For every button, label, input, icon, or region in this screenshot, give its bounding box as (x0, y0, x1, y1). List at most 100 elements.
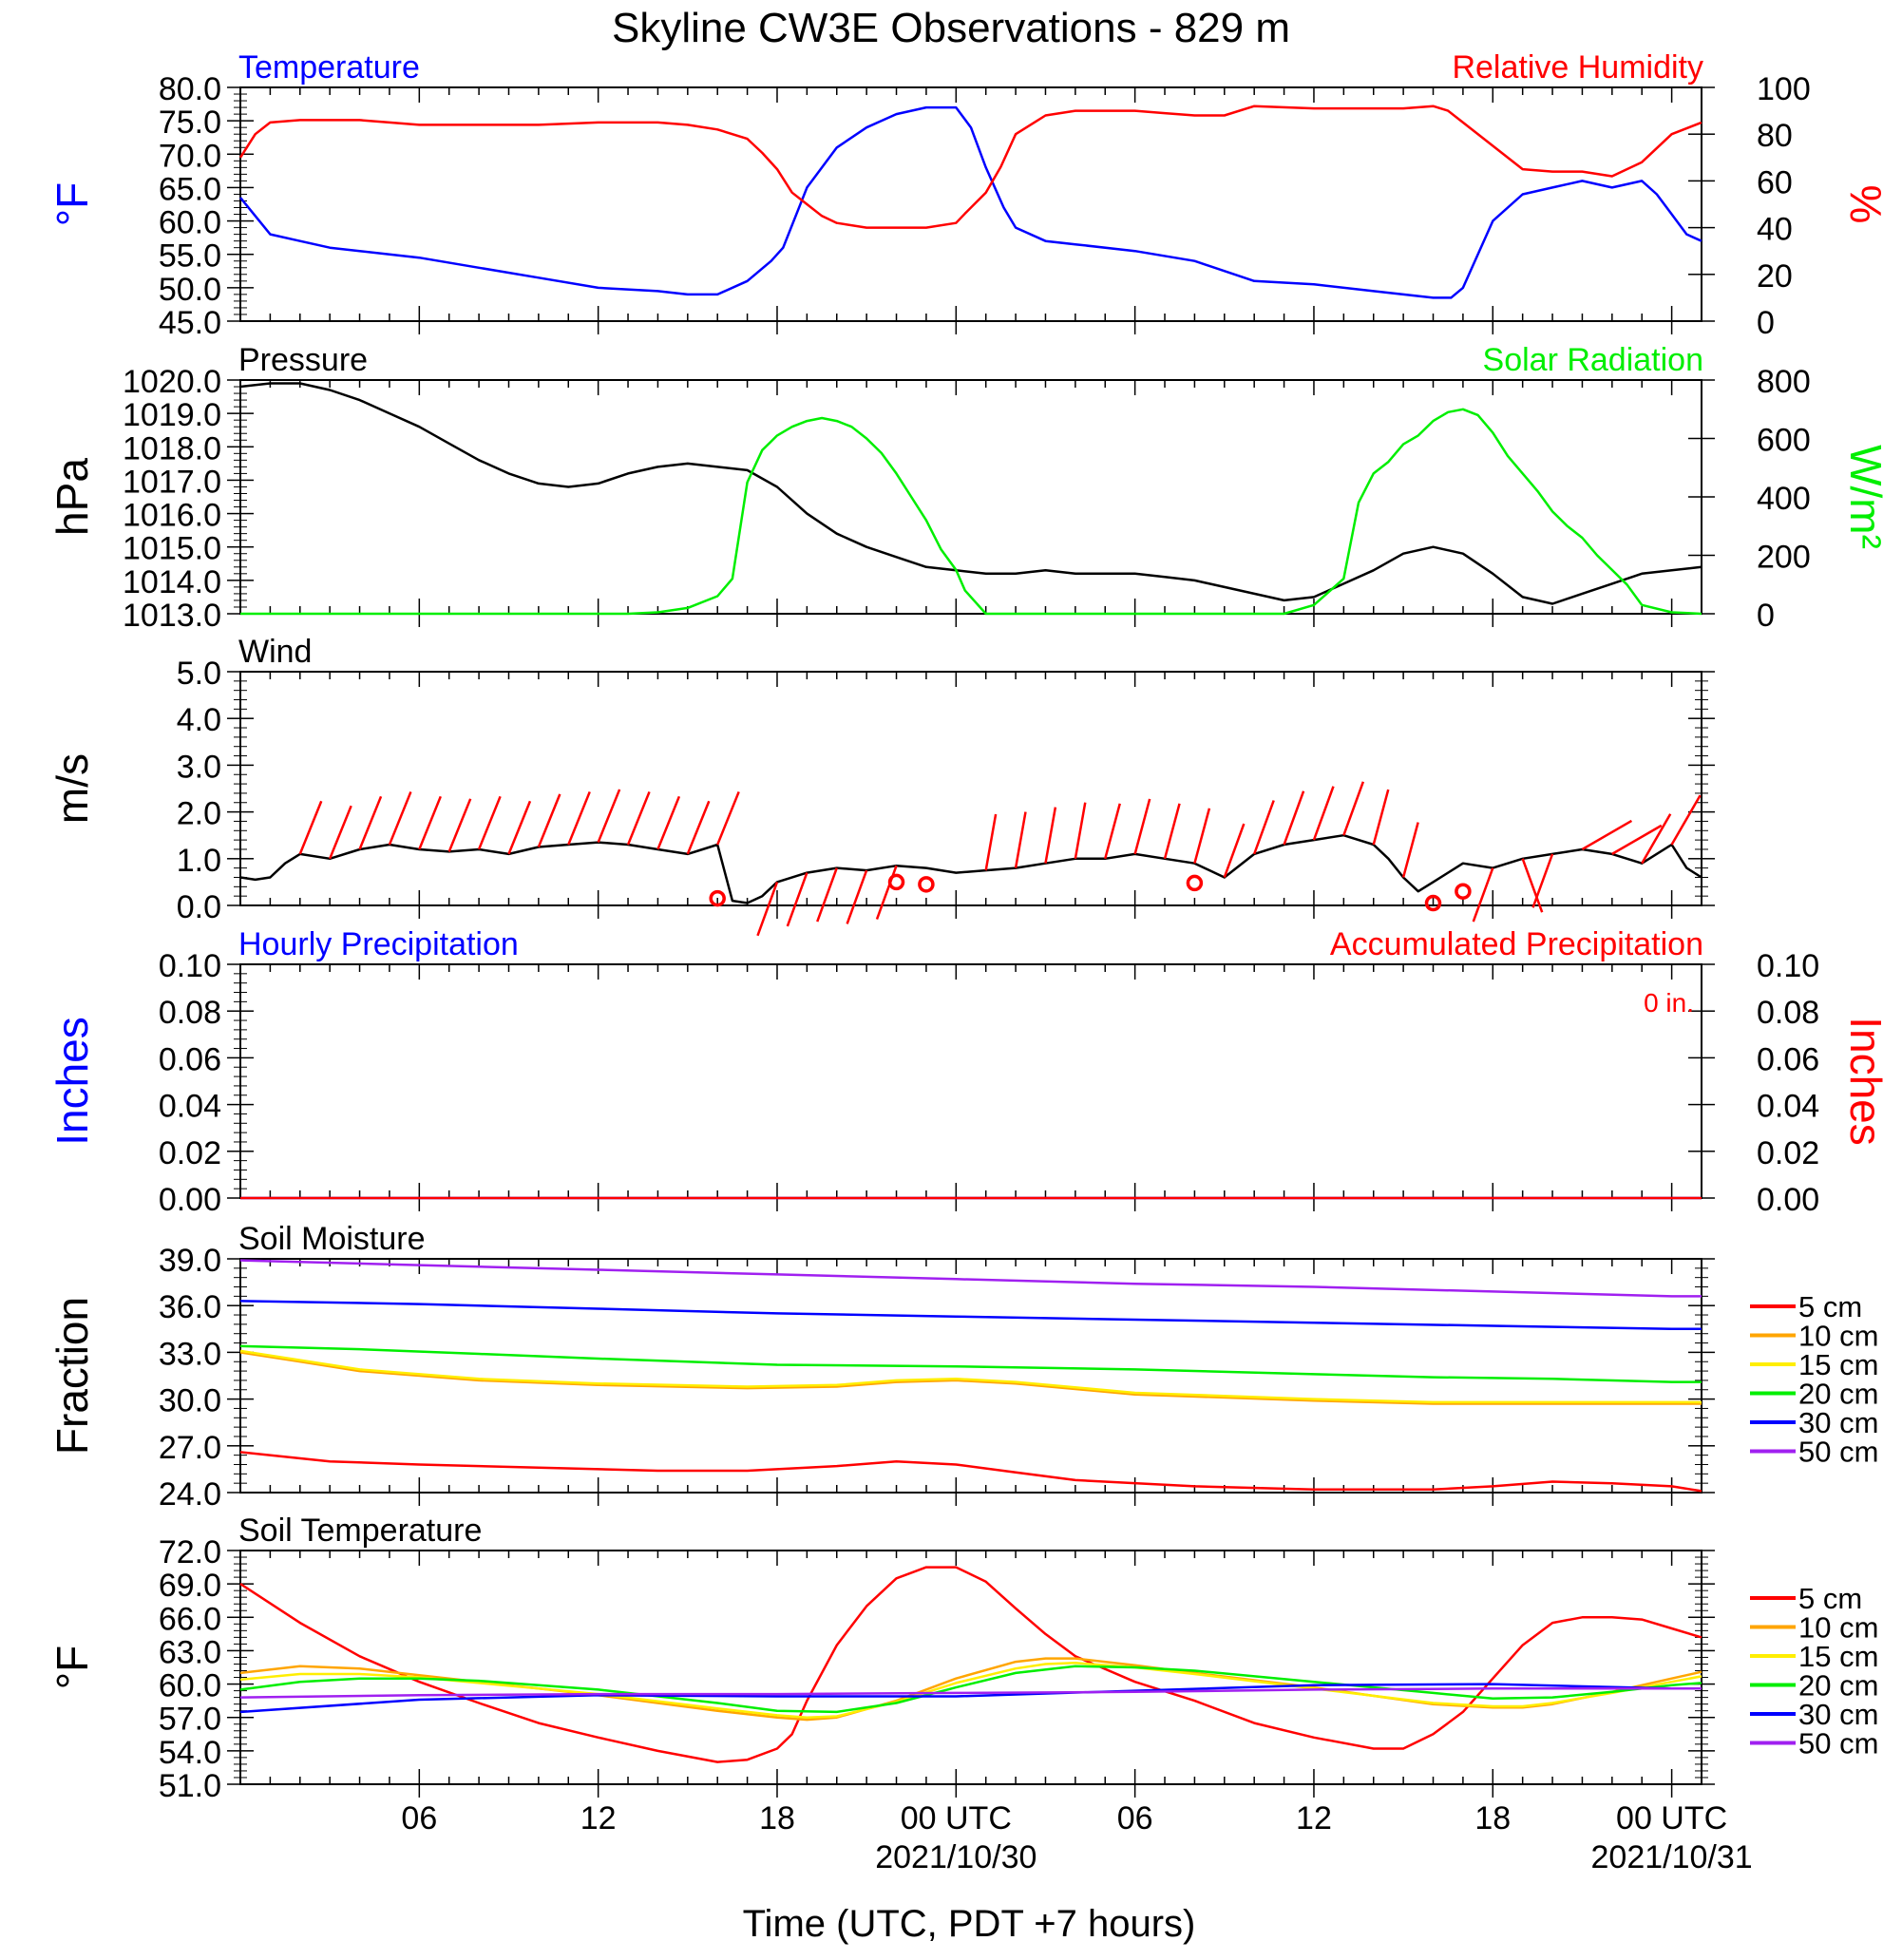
wind-barb (329, 805, 352, 860)
series-line-blue (239, 105, 1702, 299)
y-tick-label-right: 0.08 (1757, 995, 1819, 1031)
panel-pressure-solar: 1013.01014.01015.01016.01017.01018.01019… (48, 342, 1891, 634)
y-tick-label-right: 400 (1757, 481, 1811, 517)
wind-barb (1193, 808, 1211, 865)
y-tick-label: 27.0 (159, 1430, 221, 1466)
wind-barb (1670, 794, 1702, 846)
y-tick-label-right: 0.06 (1757, 1041, 1819, 1077)
panel-title-left: Temperature (238, 49, 420, 86)
wind-barb (477, 795, 502, 850)
y-tick-label: 80.0 (159, 71, 221, 107)
wind-barb (1641, 813, 1672, 865)
wind-barb (1531, 853, 1554, 908)
wind-barb (507, 800, 532, 855)
y-tick-label-right: 0 (1757, 598, 1775, 634)
wind-barb (1581, 819, 1633, 851)
series-line-black (239, 382, 1702, 605)
series-line-purple (239, 1687, 1702, 1699)
wind-barb (984, 813, 998, 871)
plot-frame (239, 963, 1702, 1199)
wind-barb (1253, 800, 1275, 855)
plot-frame (239, 1258, 1702, 1494)
wind-barb (388, 790, 412, 846)
series-line-green (239, 1665, 1702, 1714)
y-tick-label: 63.0 (159, 1634, 221, 1670)
wind-barb (1401, 822, 1419, 878)
series-line-red (239, 1451, 1702, 1493)
y-tick-label: 0.08 (159, 995, 221, 1031)
legend-label: 30 cm (1798, 1698, 1878, 1731)
panel-title-right: Accumulated Precipitation (1330, 926, 1703, 962)
wind-barb (567, 790, 591, 846)
y-tick-label: 57.0 (159, 1702, 221, 1738)
y-tick-label: 30.0 (159, 1383, 221, 1419)
panel-soil-temperature: 51.054.057.060.063.066.069.072.0 Soil Tem… (48, 1513, 1878, 1804)
wind-barb (1283, 790, 1305, 846)
calm-wind-marker (887, 873, 905, 891)
legend-label: 20 cm (1798, 1378, 1878, 1411)
accumulation-annotation: 0 in. (1644, 988, 1694, 1018)
panel-title-left: Soil Temperature (238, 1513, 482, 1549)
y-axis-title-right: W/m² (1841, 445, 1891, 549)
y-tick-label: 75.0 (159, 105, 221, 141)
series-line-black (239, 833, 1702, 904)
y-tick-label: 0.0 (177, 889, 221, 925)
y-tick-label: 24.0 (159, 1476, 221, 1513)
wind-barb (298, 800, 323, 855)
plot-frame (239, 86, 1702, 322)
wind-barb (1312, 786, 1335, 841)
x-tick-label: 18 (1474, 1800, 1511, 1836)
y-tick-label: 0.04 (159, 1089, 221, 1125)
wind-barb (1611, 824, 1663, 855)
wind-barb (537, 793, 561, 847)
chart-title: Skyline CW3E Observations - 829 m (612, 5, 1290, 51)
y-axis-title-left: °F (48, 1646, 97, 1690)
calm-wind-marker (1186, 874, 1204, 892)
y-tick-label: 60.0 (159, 1668, 221, 1704)
y-tick-label-right: 0.10 (1757, 948, 1819, 984)
y-tick-label: 36.0 (159, 1289, 221, 1325)
panel-temperature-humidity: 45.050.055.060.065.070.075.080.0 0 20 40 60 8… (48, 49, 1891, 341)
panel-title-right: Solar Radiation (1483, 342, 1703, 378)
x-tick-label: 18 (759, 1800, 795, 1836)
y-tick-label: 65.0 (159, 171, 221, 207)
y-axis-title-left: °F (48, 182, 97, 227)
y-tick-label-right: 100 (1757, 71, 1811, 107)
wind-barb (1104, 803, 1121, 860)
series-line-green (240, 408, 1702, 616)
y-tick-label: 70.0 (159, 138, 221, 174)
legend-label: 10 cm (1798, 1320, 1878, 1353)
wind-barb (816, 867, 838, 923)
y-tick-label: 5.0 (177, 656, 221, 692)
y-tick-label: 0.10 (159, 948, 221, 984)
y-tick-label-right: 600 (1757, 423, 1811, 459)
y-tick-label: 1015.0 (123, 531, 221, 567)
legend-label: 15 cm (1798, 1348, 1878, 1381)
panel-title-left: Wind (238, 634, 312, 670)
wind-barb (786, 872, 808, 927)
wind-barb (756, 881, 779, 937)
wind-barb (1342, 781, 1365, 836)
x-axis-title: Time (UTC, PDT +7 hours) (743, 1903, 1196, 1945)
y-tick-label: 39.0 (159, 1243, 221, 1279)
calm-wind-marker (918, 876, 935, 893)
calm-wind-marker (1455, 883, 1472, 900)
wind-barb (418, 795, 442, 850)
y-tick-label: 1013.0 (123, 598, 221, 634)
panel-title-right: Relative Humidity (1452, 49, 1703, 86)
panels: 45.050.055.060.065.070.075.080.002040608… (48, 49, 1891, 1804)
y-tick-label: 54.0 (159, 1735, 221, 1771)
legend-label: 5 cm (1798, 1290, 1862, 1323)
y-tick-label: 1014.0 (123, 564, 221, 600)
wind-barb (1372, 789, 1390, 846)
y-tick-label-right: 80 (1757, 118, 1793, 154)
wind-barb (597, 789, 621, 844)
y-tick-label: 50.0 (159, 272, 221, 308)
calm-wind-marker (1424, 894, 1442, 912)
series-line-blue (239, 1300, 1702, 1331)
series-line-orange (239, 1351, 1702, 1405)
y-tick-label: 1016.0 (123, 498, 221, 534)
y-tick-label: 1020.0 (123, 364, 221, 400)
y-tick-label: 0.02 (159, 1135, 221, 1171)
